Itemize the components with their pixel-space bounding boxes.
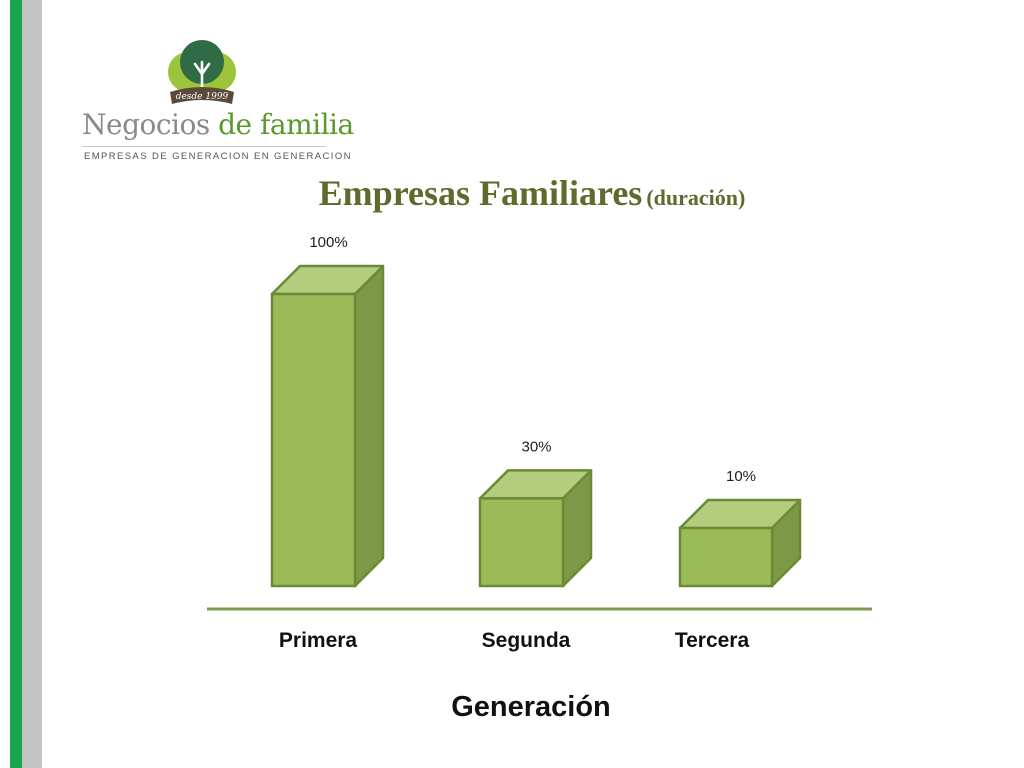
logo-wordmark: Negocios de familia: [82, 108, 354, 141]
bar-front-face: [270, 292, 357, 588]
data-label-tercera: 10%: [726, 468, 756, 485]
chart-title: Empresas Familiares (duración): [0, 172, 1024, 214]
tree-logo-icon: desde 1999: [168, 40, 236, 104]
chart-title-main: Empresas Familiares: [318, 173, 643, 213]
x-axis-title: Generación: [451, 691, 611, 723]
chart-title-subtitle: (duración): [646, 185, 746, 210]
data-label-primera: 100%: [309, 234, 347, 251]
bar-tercera: [678, 498, 802, 588]
left-accent-stripe-gray: [22, 0, 42, 768]
data-label-segunda: 30%: [521, 438, 551, 455]
left-accent-stripe-green: [10, 0, 22, 768]
logo-word-negocios: Negocios: [82, 108, 210, 141]
bar-front-face: [678, 526, 774, 588]
bar-side-face: [353, 264, 385, 588]
bar-primera: [270, 264, 385, 588]
company-logo: desde 1999 Negocios de familia EMPRESAS …: [82, 38, 354, 168]
logo-tagline: EMPRESAS DE GENERACION EN GENERACION: [84, 151, 352, 162]
logo-word-de-familia: de familia: [218, 108, 354, 141]
bar-front-face: [478, 497, 565, 588]
category-label-primera: Primera: [279, 629, 358, 652]
category-label-tercera: Tercera: [675, 629, 750, 652]
bar-segunda: [478, 469, 593, 588]
logo-divider: [82, 146, 326, 147]
category-label-segunda: Segunda: [482, 629, 571, 652]
logo-badge-text: desde 1999: [176, 92, 229, 102]
